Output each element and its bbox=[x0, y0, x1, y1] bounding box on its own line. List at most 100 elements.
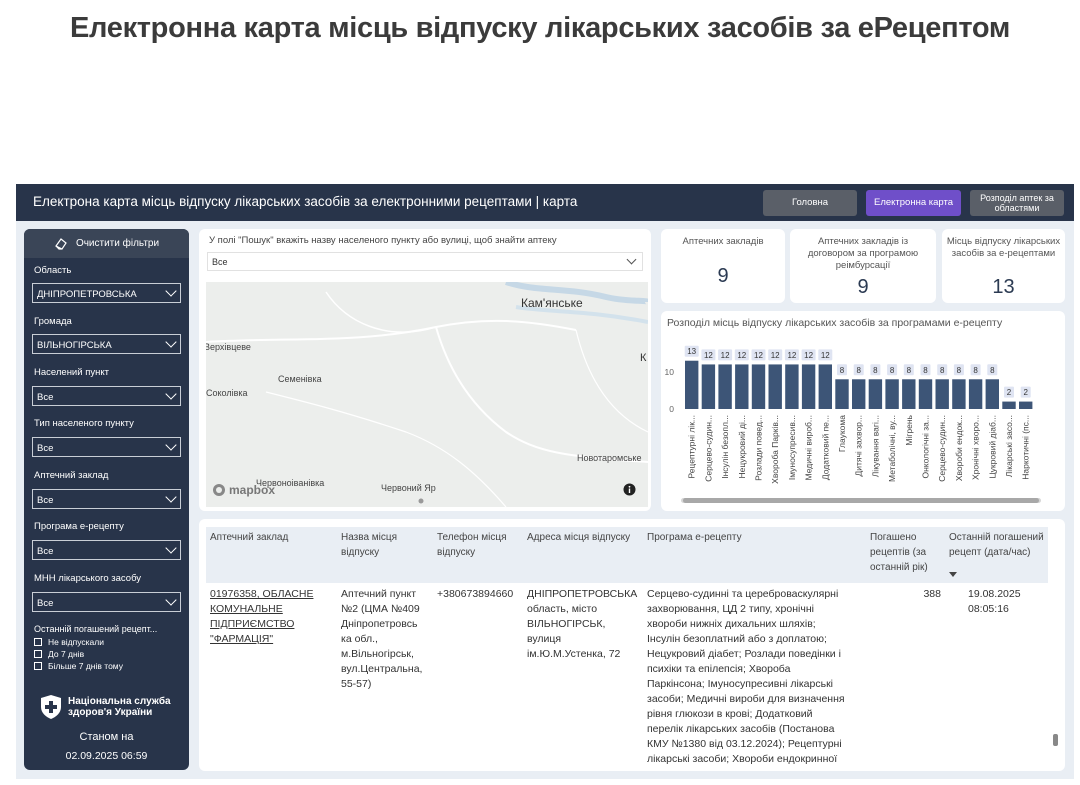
chart-bar[interactable] bbox=[952, 379, 966, 409]
chart-bar[interactable] bbox=[768, 364, 782, 409]
chart-bar[interactable] bbox=[918, 379, 933, 409]
last-redeemed-label: Останній погашений рецепт... bbox=[34, 624, 158, 634]
programs-chart-card: Розподіл місць відпуску лікарських засоб… bbox=[661, 311, 1065, 511]
filter-label-settlement-type: Тип населеного пункту bbox=[34, 418, 134, 429]
col-header-address[interactable]: Адреса місця відпуску bbox=[527, 532, 631, 543]
data-label-bg bbox=[970, 364, 981, 376]
x-tick-label: Метаболічні, ву... bbox=[887, 415, 897, 482]
nszu-logo: Національна служба здоров'я України bbox=[40, 694, 171, 720]
chart-bar[interactable] bbox=[1019, 401, 1033, 409]
table-scrollbar[interactable] bbox=[1053, 734, 1058, 746]
cell-line: 55-57) bbox=[341, 678, 372, 690]
x-tick-label: Серцево-судин... bbox=[937, 415, 947, 482]
map-label-chervonyi-yar: Червоний Яр bbox=[381, 483, 436, 493]
chart-bar[interactable] bbox=[1002, 401, 1016, 409]
x-tick-label: Наркотичні (пс... bbox=[1021, 415, 1031, 480]
filter-region-select[interactable]: ДНІПРОПЕТРОВСЬКА bbox=[32, 283, 181, 303]
data-label: 12 bbox=[704, 351, 713, 360]
mapbox-logo[interactable]: mapbox bbox=[212, 483, 275, 497]
x-tick-label: Хвороби ендок... bbox=[954, 415, 964, 481]
data-label-bg bbox=[751, 349, 766, 361]
programs-bar-chart[interactable]: 0 10 13 Рецептурні лік... 12 Серцево-судин...… bbox=[661, 311, 1065, 511]
col-header-pharmacy[interactable]: Аптечний заклад bbox=[210, 532, 289, 543]
cell-line: ім.Ю.М.Устенка, 72 bbox=[527, 648, 621, 660]
checkbox-within-7-days[interactable]: До 7 днів bbox=[34, 649, 84, 659]
col-header-redeemed[interactable]: Погашено рецептів (за останній рік) bbox=[870, 532, 928, 573]
x-tick-label: Нецукровий ді... bbox=[737, 415, 747, 478]
nszu-shield-icon bbox=[41, 695, 61, 719]
cell-line: вул.Центральна, bbox=[341, 663, 423, 675]
checkbox-label: Не відпускали bbox=[48, 637, 104, 647]
data-label-bg bbox=[684, 345, 699, 357]
clear-filters-button[interactable]: Очистити фільтри bbox=[24, 229, 189, 258]
nav-distribution-button[interactable]: Розподіл аптек за областями bbox=[970, 190, 1064, 216]
chart-bar[interactable] bbox=[718, 364, 732, 409]
chart-bar[interactable] bbox=[701, 364, 716, 409]
data-label-bg bbox=[801, 349, 816, 361]
x-tick-label: Хвороба Парків... bbox=[770, 415, 780, 484]
col-header-last-date[interactable]: Останній погашений рецепт (дата/час) bbox=[949, 532, 1044, 558]
nav-map-button[interactable]: Електронна карта bbox=[866, 190, 961, 216]
map-view[interactable]: Кам'янське Верхівцеве Семенівка Соколівк… bbox=[206, 282, 648, 507]
data-label: 8 bbox=[840, 366, 845, 375]
checkbox-not-dispensed[interactable]: Не відпускали bbox=[34, 637, 104, 647]
chart-bar[interactable] bbox=[685, 360, 699, 409]
checkbox-box[interactable] bbox=[34, 662, 42, 670]
search-map-card: У полі "Пошук" вкажіть назву населеного … bbox=[199, 229, 651, 511]
data-label: 8 bbox=[907, 366, 912, 375]
cell-pharmacy[interactable]: 01976358, ОБЛАСНЕ КОМУНАЛЬНЕ ПІДПРИЄМСТВ… bbox=[210, 587, 335, 647]
filter-inn-select[interactable]: Все bbox=[32, 592, 181, 612]
cell-line: ПІДПРИЄМСТВО bbox=[210, 618, 295, 630]
filter-settlement-select[interactable]: Все bbox=[32, 386, 181, 406]
chart-bar[interactable] bbox=[751, 364, 766, 409]
kpi-label: Аптечних закладів bbox=[682, 236, 764, 247]
kpi-pharmacies: Аптечних закладів 9 bbox=[661, 229, 785, 303]
chart-bar[interactable] bbox=[902, 379, 916, 409]
chevron-down-icon bbox=[165, 542, 177, 554]
chart-bar[interactable] bbox=[785, 364, 799, 409]
cell-line: вулиця bbox=[527, 633, 562, 645]
data-label-bg bbox=[953, 364, 964, 376]
cell-line: ка обл., bbox=[341, 633, 378, 645]
col-header-place[interactable]: Назва місця відпуску bbox=[341, 532, 398, 558]
kpi-value: 9 bbox=[717, 265, 729, 287]
nav-home-button[interactable]: Головна bbox=[763, 190, 857, 216]
info-icon[interactable] bbox=[623, 483, 636, 496]
cell-line: Інсулін безоплатний або з доплатою; bbox=[647, 633, 827, 645]
chart-bar[interactable] bbox=[818, 364, 832, 409]
chart-bar[interactable] bbox=[835, 379, 849, 409]
checkbox-box[interactable] bbox=[34, 650, 42, 658]
filter-label-pharmacy: Аптечний заклад bbox=[34, 470, 109, 481]
search-select[interactable]: Все bbox=[207, 252, 643, 271]
chart-bar[interactable] bbox=[935, 379, 949, 409]
col-header-program[interactable]: Програма е-рецепту bbox=[647, 532, 742, 543]
cell-line: Серцево-судинні та цереброваскулярні bbox=[647, 588, 839, 600]
data-label: 8 bbox=[923, 366, 928, 375]
cell-line: №2 (ЦМА №409 bbox=[341, 603, 420, 615]
cell-programs: Серцево-судинні та цереброваскулярні зах… bbox=[647, 587, 862, 767]
filter-program-select[interactable]: Все bbox=[32, 540, 181, 560]
chart-bar[interactable] bbox=[852, 379, 866, 409]
chart-bar[interactable] bbox=[735, 364, 749, 409]
cell-line: засоби; Медичні вироби для визначення bbox=[647, 693, 845, 705]
checkbox-over-7-days[interactable]: Більше 7 днів тому bbox=[34, 661, 123, 671]
chart-bar[interactable] bbox=[868, 379, 883, 409]
checkbox-box[interactable] bbox=[34, 638, 42, 646]
data-label-bg bbox=[920, 364, 931, 376]
chart-bar[interactable] bbox=[801, 364, 816, 409]
filter-settlement-type-select[interactable]: Все bbox=[32, 437, 181, 457]
filter-pharmacy-select[interactable]: Все bbox=[32, 489, 181, 509]
sort-desc-icon[interactable] bbox=[949, 572, 957, 577]
chart-bar[interactable] bbox=[985, 379, 999, 409]
chart-bar[interactable] bbox=[885, 379, 899, 409]
col-header-phone[interactable]: Телефон місця відпуску bbox=[437, 532, 507, 558]
cell-line: хвороби нижніх дихальних шляхів; bbox=[647, 618, 816, 630]
chart-bar[interactable] bbox=[968, 379, 983, 409]
data-label: 12 bbox=[804, 351, 813, 360]
kpi-value: 13 bbox=[992, 276, 1015, 298]
chart-scrollbar-thumb[interactable] bbox=[683, 498, 1039, 503]
filter-community-select[interactable]: ВІЛЬНОГІРСЬКА bbox=[32, 334, 181, 354]
kpi-label: Місць відпуску лікарських засобів за е-р… bbox=[946, 236, 1061, 259]
cell-redeemed: 388 bbox=[923, 588, 941, 600]
data-label: 8 bbox=[873, 366, 878, 375]
